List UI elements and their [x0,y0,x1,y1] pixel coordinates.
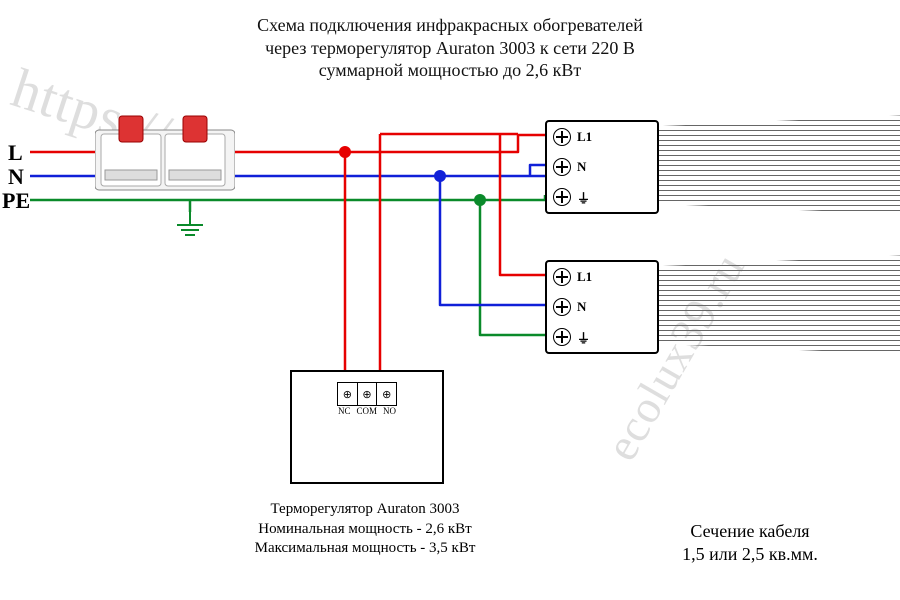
tstat-cap2: Номинальная мощность - 2,6 кВт [258,521,471,537]
term-com: ⊕ [358,383,378,405]
cable-note: Сечение кабеля 1,5 или 2,5 кв.мм. [620,520,880,567]
junction-PE [474,194,486,206]
heater2-N: N [577,299,586,315]
screw-icon [553,128,571,146]
lbl-com: COM [357,406,378,416]
heater-2-connector: L1 N ⏚ [545,260,659,354]
title-line3: суммарной мощностью до 2,6 кВт [319,60,582,80]
screw-icon [553,188,571,206]
screw-icon [553,268,571,286]
junction-N [434,170,446,182]
junction-L [339,146,351,158]
title-line1: Схема подключения инфракрасных обогреват… [257,15,643,35]
heater2-L1: L1 [577,269,592,285]
circuit-breaker [95,110,235,200]
heater1-PE: ⏚ [577,188,590,207]
term-nc: ⊕ [338,383,358,405]
heater-2: L1 N ⏚ [545,260,895,350]
screw-icon [553,298,571,316]
thermostat-terminals: ⊕ ⊕ ⊕ [337,382,397,406]
heater1-N: N [577,159,586,175]
heater-1-connector: L1 N ⏚ [545,120,659,214]
diagram-title: Схема подключения инфракрасных обогреват… [0,14,900,82]
lbl-nc: NC [338,406,351,416]
heater-1: L1 N ⏚ [545,120,895,210]
thermostat-term-labels: NC COM NO [338,406,396,416]
label-PE: PE [2,188,30,214]
heater2-PE: ⏚ [577,328,590,347]
heater1-L1: L1 [577,129,592,145]
term-no: ⊕ [377,383,396,405]
thermostat: ⊕ ⊕ ⊕ NC COM NO [290,370,444,484]
lbl-no: NO [383,406,396,416]
cable-note-l1: Сечение кабеля [690,521,809,541]
thermostat-caption: Терморегулятор Auraton 3003 Номинальная … [210,500,520,559]
ground-symbol [175,210,205,236]
screw-icon [553,328,571,346]
label-L: L [8,140,23,166]
tstat-cap3: Максимальная мощность - 3,5 кВт [255,540,476,556]
cable-note-l2: 1,5 или 2,5 кв.мм. [682,544,818,564]
screw-icon [553,158,571,176]
tstat-cap1: Терморегулятор Auraton 3003 [270,501,459,517]
label-N: N [8,164,24,190]
title-line2: через терморегулятор Auraton 3003 к сети… [265,38,635,58]
